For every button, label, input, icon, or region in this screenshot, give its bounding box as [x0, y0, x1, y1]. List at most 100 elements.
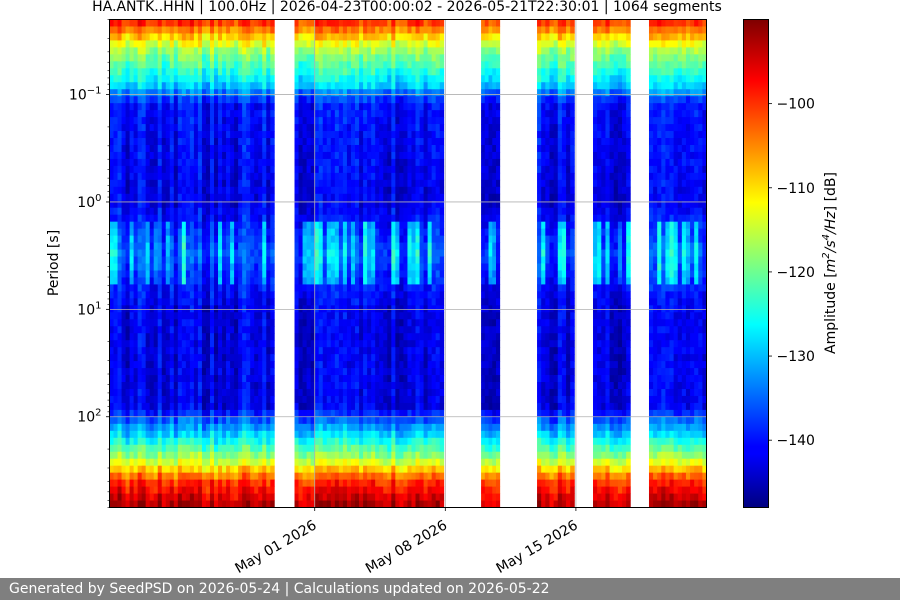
heatmap-cell	[266, 375, 271, 383]
heatmap-cell	[129, 340, 135, 348]
heatmap-cell	[169, 186, 175, 195]
heatmap-cell	[411, 249, 416, 257]
heatmap-cell	[169, 19, 175, 27]
heatmap-cell	[359, 354, 364, 362]
heatmap-cell	[250, 354, 255, 362]
heatmap-cell	[222, 395, 227, 404]
heatmap-cell	[359, 26, 364, 34]
heatmap-cell	[258, 228, 263, 237]
heatmap-cell	[306, 395, 312, 404]
heatmap-cell	[294, 221, 299, 230]
heatmap-cell	[359, 124, 364, 132]
heatmap-cell	[326, 19, 332, 27]
heatmap-cell	[355, 333, 360, 341]
heatmap-cell	[177, 179, 183, 188]
heatmap-cell	[322, 47, 328, 55]
heatmap-cell	[226, 291, 231, 299]
heatmap-cell	[411, 479, 416, 487]
heatmap-cell	[314, 465, 320, 474]
heatmap-cell	[322, 416, 328, 425]
heatmap-cell	[318, 354, 324, 362]
heatmap-cell	[145, 165, 151, 174]
heatmap-cell	[399, 221, 404, 230]
heatmap-cell	[346, 486, 352, 494]
heatmap-cell	[326, 388, 332, 397]
heatmap-cell	[226, 117, 231, 125]
heatmap-cell	[165, 395, 171, 404]
heatmap-cell	[133, 103, 139, 111]
heatmap-cell	[193, 437, 199, 446]
heatmap-cell	[161, 368, 167, 376]
heatmap-cell	[379, 138, 384, 146]
heatmap-cell	[415, 82, 420, 90]
heatmap-cell	[117, 472, 122, 481]
heatmap-cell	[226, 354, 231, 362]
heatmap-cell	[214, 110, 219, 118]
heatmap-cell	[318, 388, 324, 397]
heatmap-cell	[141, 214, 147, 223]
heatmap-cell	[250, 388, 255, 397]
heatmap-cell	[222, 165, 227, 174]
heatmap-cell	[310, 47, 316, 55]
heatmap-cell	[205, 249, 211, 257]
heatmap-cell	[205, 124, 211, 132]
heatmap-cell	[125, 249, 130, 257]
heatmap-cell	[218, 284, 223, 292]
heatmap-cell	[318, 347, 324, 355]
heatmap-cell	[310, 375, 316, 383]
heatmap-cell	[383, 388, 388, 397]
heatmap-cell	[145, 124, 151, 132]
heatmap-cell	[355, 402, 360, 411]
heatmap-cell	[109, 19, 114, 27]
heatmap-cell	[141, 409, 147, 418]
heatmap-cell	[185, 340, 191, 348]
heatmap-cell	[222, 61, 227, 69]
heatmap-cell	[173, 354, 179, 362]
heatmap-cell	[214, 486, 219, 494]
heatmap-cell	[193, 263, 199, 271]
heatmap-cell	[403, 33, 408, 41]
heatmap-cell	[387, 277, 392, 285]
heatmap-cell	[330, 298, 336, 306]
heatmap-cell	[262, 186, 267, 195]
heatmap-cell	[181, 89, 187, 97]
heatmap-cell	[121, 242, 126, 250]
heatmap-cell	[383, 298, 388, 306]
heatmap-cell	[133, 493, 139, 501]
heatmap-cell	[149, 151, 155, 160]
heatmap-cell	[395, 465, 400, 474]
heatmap-cell	[310, 395, 316, 404]
heatmap-cell	[387, 465, 392, 474]
heatmap-cell	[185, 26, 191, 34]
heatmap-cell	[411, 144, 416, 153]
heatmap-cell	[407, 124, 412, 132]
heatmap-cell	[318, 409, 324, 418]
heatmap-cell	[169, 437, 175, 446]
heatmap-cell	[306, 277, 312, 285]
heatmap-cell	[250, 96, 255, 104]
heatmap-cell	[306, 409, 312, 418]
heatmap-cell	[234, 144, 239, 153]
heatmap-cell	[270, 165, 275, 174]
heatmap-cell	[205, 138, 211, 146]
heatmap-cell	[334, 117, 340, 125]
heatmap-cell	[395, 172, 400, 181]
heatmap-cell	[350, 382, 356, 390]
heatmap-cell	[189, 263, 195, 271]
heatmap-cell	[367, 61, 372, 69]
heatmap-cell	[266, 89, 271, 97]
heatmap-cell	[314, 151, 320, 160]
heatmap-cell	[117, 451, 122, 460]
heatmap-cell	[129, 319, 135, 327]
heatmap-cell	[201, 500, 207, 508]
heatmap-cell	[306, 47, 312, 55]
heatmap-cell	[149, 388, 155, 397]
heatmap-cell	[298, 138, 303, 146]
heatmap-cell	[338, 291, 344, 299]
heatmap-cell	[330, 500, 336, 508]
heatmap-cell	[363, 486, 368, 494]
heatmap-cell	[141, 200, 147, 209]
heatmap-cell	[218, 402, 223, 411]
heatmap-cell	[322, 368, 328, 376]
heatmap-cell	[169, 493, 175, 501]
